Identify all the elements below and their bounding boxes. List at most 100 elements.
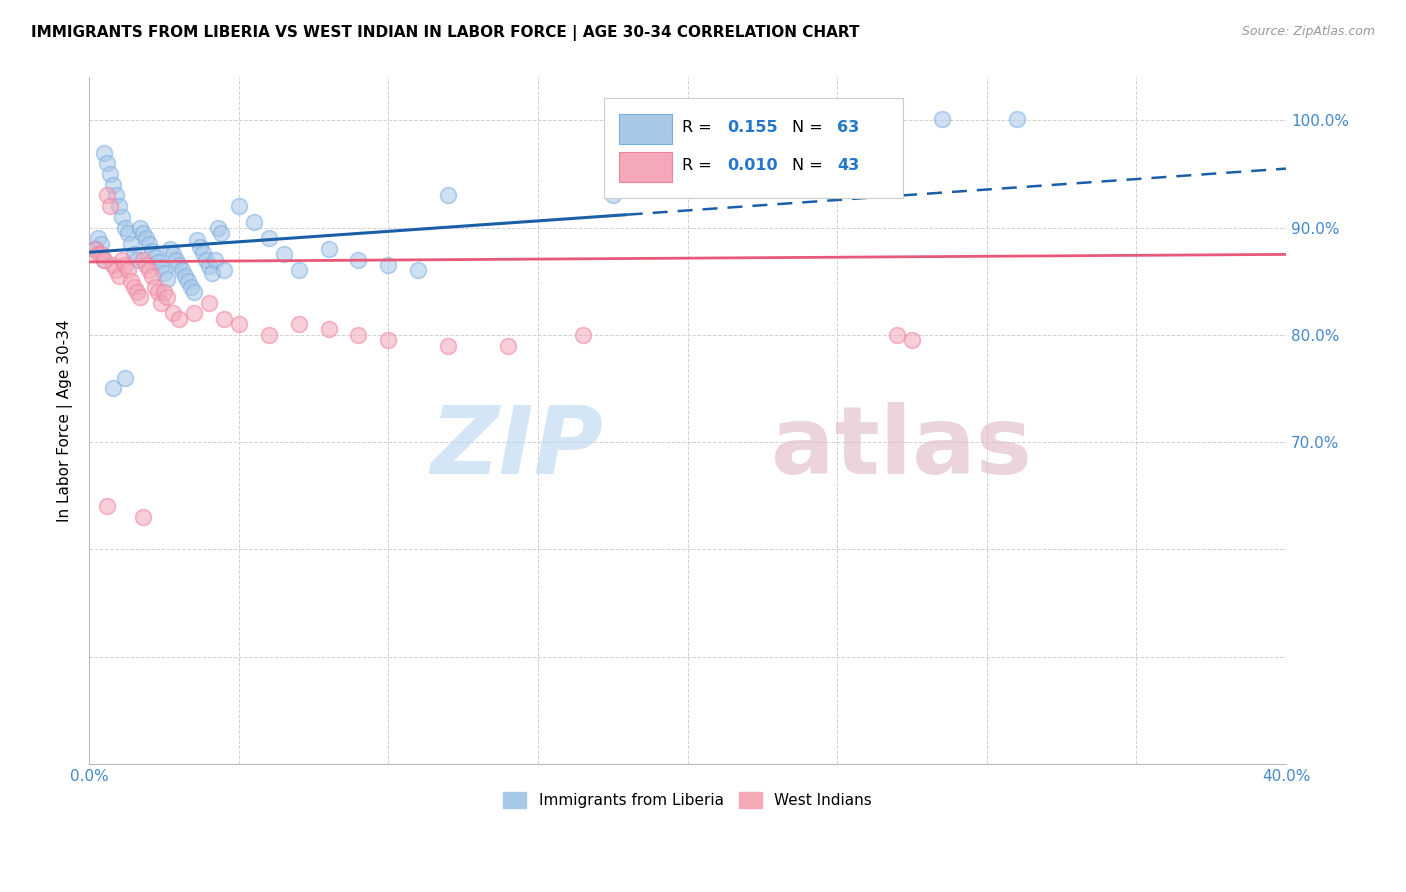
Point [129, 290, 152, 304]
Point [347, 327, 370, 342]
Text: 0.155: 0.155 [727, 120, 778, 135]
Point [87, 247, 110, 261]
Point [377, 333, 399, 347]
Point [661, 167, 683, 181]
Point [153, 266, 176, 280]
Point [437, 188, 460, 202]
Point [105, 263, 128, 277]
Point [143, 279, 166, 293]
FancyBboxPatch shape [619, 152, 672, 182]
Point [90, 236, 112, 251]
Point [105, 188, 128, 202]
Point [165, 252, 187, 267]
Point [201, 266, 224, 280]
Point [153, 285, 176, 299]
Point [120, 274, 142, 288]
Text: IMMIGRANTS FROM LIBERIA VS WEST INDIAN IN LABOR FORCE | AGE 30-34 CORRELATION CH: IMMIGRANTS FROM LIBERIA VS WEST INDIAN I… [31, 25, 859, 41]
Point [132, 252, 155, 267]
Point [138, 236, 160, 251]
Point [228, 317, 250, 331]
Point [212, 311, 235, 326]
Point [204, 252, 226, 267]
FancyBboxPatch shape [619, 114, 672, 144]
Point [96, 156, 118, 170]
Point [117, 263, 139, 277]
Point [111, 252, 134, 267]
Point [84, 242, 107, 256]
Legend: Immigrants from Liberia, West Indians: Immigrants from Liberia, West Indians [498, 787, 877, 814]
Point [98, 199, 121, 213]
Point [159, 242, 181, 256]
Y-axis label: In Labor Force | Age 30-34: In Labor Force | Age 30-34 [58, 319, 73, 522]
Point [273, 247, 295, 261]
Point [129, 220, 152, 235]
Point [170, 263, 193, 277]
Point [93, 252, 115, 267]
Point [257, 327, 280, 342]
Point [183, 306, 205, 320]
Point [84, 242, 107, 256]
Point [125, 252, 148, 267]
Point [931, 112, 953, 127]
Point [132, 510, 155, 524]
Point [156, 290, 179, 304]
Point [101, 178, 124, 192]
Point [257, 231, 280, 245]
Point [198, 295, 221, 310]
Point [347, 252, 370, 267]
Point [228, 199, 250, 213]
Point [156, 272, 179, 286]
Point [149, 295, 172, 310]
Point [406, 263, 429, 277]
Point [101, 258, 124, 272]
Point [98, 167, 121, 181]
Point [122, 279, 145, 293]
Text: R =: R = [682, 120, 717, 135]
Point [180, 279, 202, 293]
Point [93, 145, 115, 160]
Point [108, 199, 131, 213]
Point [1005, 112, 1028, 127]
Point [496, 338, 519, 352]
Point [198, 259, 221, 273]
Point [174, 268, 197, 283]
Point [122, 247, 145, 261]
Text: R =: R = [682, 158, 717, 173]
Point [111, 210, 134, 224]
Text: N =: N = [792, 158, 828, 173]
Point [167, 311, 190, 326]
Point [146, 255, 169, 269]
Point [287, 263, 309, 277]
Text: 63: 63 [837, 120, 859, 135]
Point [120, 236, 142, 251]
FancyBboxPatch shape [603, 98, 903, 197]
Point [96, 500, 118, 514]
Point [167, 258, 190, 272]
Point [177, 274, 200, 288]
Point [901, 333, 924, 347]
Point [84, 242, 107, 256]
Point [191, 246, 214, 260]
Point [135, 231, 157, 245]
Point [377, 258, 399, 272]
Point [114, 220, 136, 235]
Point [602, 188, 624, 202]
Point [194, 252, 217, 267]
Point [318, 322, 340, 336]
Point [108, 268, 131, 283]
Text: atlas: atlas [772, 402, 1032, 494]
Point [101, 381, 124, 395]
Point [149, 260, 172, 275]
Point [143, 250, 166, 264]
Point [287, 317, 309, 331]
Point [721, 112, 744, 127]
Point [117, 226, 139, 240]
Point [132, 226, 155, 240]
Point [114, 370, 136, 384]
Point [90, 247, 112, 261]
Text: N =: N = [792, 120, 828, 135]
Point [572, 327, 595, 342]
Point [125, 285, 148, 299]
Point [114, 258, 136, 272]
Point [183, 285, 205, 299]
